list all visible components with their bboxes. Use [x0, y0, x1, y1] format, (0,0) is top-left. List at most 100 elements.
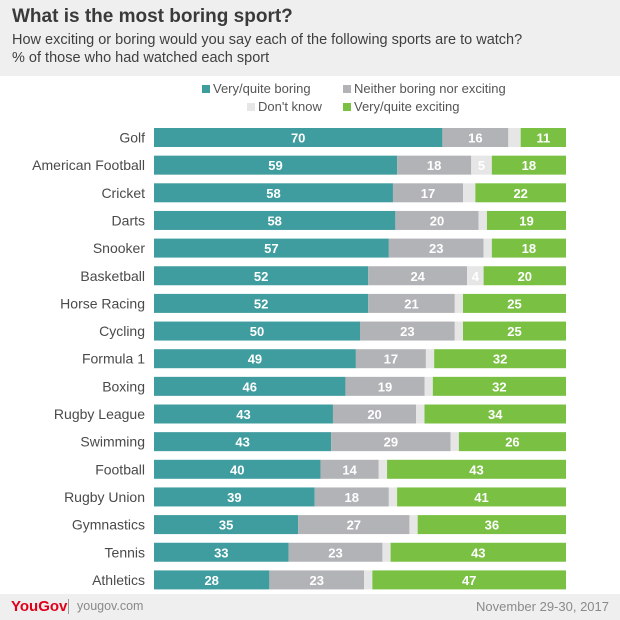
bar-row: Boxing 46 19 32	[102, 376, 566, 396]
subtitle-line-1: How exciting or boring would you say eac…	[12, 32, 523, 48]
legend-item: Neither boring nor exciting	[343, 81, 506, 96]
bar-segment	[154, 570, 270, 590]
data-label: 32	[492, 379, 506, 394]
bar-segment	[154, 487, 315, 507]
bar-segment	[434, 349, 566, 369]
bar-segment	[483, 238, 492, 258]
bar-segment	[416, 404, 425, 424]
category-label: Football	[95, 461, 145, 477]
bar-segment	[463, 321, 566, 341]
bar-segment	[409, 515, 418, 535]
bar-segment	[450, 432, 459, 452]
bar-row: Football 40 14 43	[95, 459, 566, 479]
data-label: 26	[505, 435, 519, 450]
bar-segment	[154, 349, 356, 369]
category-label: Horse Racing	[60, 295, 145, 311]
category-label: Darts	[112, 212, 145, 228]
data-label: 18	[427, 158, 441, 173]
bar-row: Formula 1 49 17 32	[82, 349, 566, 369]
bar-segment	[463, 293, 566, 313]
legend-swatch	[247, 103, 255, 111]
bar-row: Tennis 33 23 43	[105, 542, 566, 562]
data-label: 21	[404, 296, 418, 311]
legend-swatch	[343, 85, 351, 93]
bar-row: Snooker 57 23 18	[93, 238, 566, 258]
data-label: 32	[493, 352, 507, 367]
data-label: 41	[474, 490, 488, 505]
bar-segment	[269, 570, 365, 590]
bar-row: Horse Racing 52 21 25	[60, 293, 566, 313]
data-label: 50	[250, 324, 264, 339]
legend-label: Very/quite boring	[213, 81, 311, 96]
legend-item: Very/quite boring	[202, 81, 311, 96]
bar-segment	[471, 155, 492, 175]
bar-segment	[154, 128, 443, 147]
bar-row: American Football 59 18 5 18	[32, 155, 566, 175]
bar-segment	[345, 376, 425, 396]
category-label: Tennis	[105, 544, 145, 560]
data-label: 25	[507, 324, 521, 339]
bar-row: Cycling 50 23 25	[99, 321, 566, 341]
footer-site-link[interactable]: yougov.com	[77, 599, 144, 613]
data-label: 36	[485, 518, 499, 533]
bar-segment	[454, 293, 463, 313]
data-label: 70	[291, 131, 305, 146]
data-label: 40	[230, 462, 244, 477]
data-label: 28	[204, 573, 218, 588]
bar-segment	[442, 128, 509, 147]
data-label: 18	[522, 158, 536, 173]
bar-segment	[475, 183, 566, 203]
bar-row: Rugby League 43 20 34	[54, 404, 566, 424]
data-label: 47	[462, 573, 476, 588]
data-label: 58	[266, 186, 280, 201]
bar-segment	[387, 459, 566, 479]
category-label: Basketball	[80, 268, 145, 284]
bar-segment	[395, 210, 479, 230]
data-label: 49	[248, 352, 262, 367]
category-label: Cycling	[99, 323, 145, 339]
bar-segment	[154, 542, 289, 562]
footer: YouGov yougov.com November 29-30, 2017	[0, 594, 620, 620]
legend-label: Don't know	[258, 99, 323, 114]
bar-row: Darts 58 20 19	[112, 210, 566, 230]
category-label: Golf	[119, 130, 145, 146]
bar-segment	[154, 293, 369, 313]
bar-segment	[424, 404, 566, 424]
category-label: Athletics	[92, 572, 145, 588]
data-label: 52	[254, 269, 268, 284]
bar-segment	[154, 459, 321, 479]
bar-row: Cricket 58 17 22	[101, 183, 566, 203]
category-label: Snooker	[93, 240, 145, 256]
data-label: 22	[513, 186, 527, 201]
data-label: 43	[236, 407, 250, 422]
data-label: 24	[410, 269, 425, 284]
footer-divider	[68, 599, 69, 614]
bar-segment	[478, 210, 487, 230]
data-label: 43	[471, 545, 485, 560]
bar-segment	[397, 155, 472, 175]
data-label: 23	[400, 324, 414, 339]
category-label: American Football	[32, 157, 145, 173]
data-label: 25	[507, 296, 521, 311]
bar-segment	[432, 376, 566, 396]
bar-segment	[425, 349, 435, 369]
bar-segment	[378, 459, 388, 479]
bar-segment	[314, 487, 389, 507]
data-label: 43	[235, 435, 249, 450]
data-label: 35	[219, 518, 233, 533]
bar-segment	[424, 376, 433, 396]
bar-row: Athletics 28 23 47	[92, 570, 566, 590]
data-label: 39	[227, 490, 241, 505]
bar-segment	[491, 155, 566, 175]
data-label: 29	[384, 435, 398, 450]
bar-segment	[288, 542, 383, 562]
bar-segment	[368, 293, 455, 313]
bar-row: Gymnastics 35 27 36	[72, 515, 566, 535]
data-label: 16	[468, 131, 482, 146]
stacked-bar-chart: Very/quite boring Neither boring nor exci…	[32, 81, 566, 590]
bar-row: Basketball 52 24 4 20	[80, 266, 566, 286]
bar-segment	[355, 349, 426, 369]
legend-label: Neither boring nor exciting	[354, 81, 506, 96]
bar-segment	[520, 128, 566, 147]
bar-segment	[508, 128, 521, 147]
